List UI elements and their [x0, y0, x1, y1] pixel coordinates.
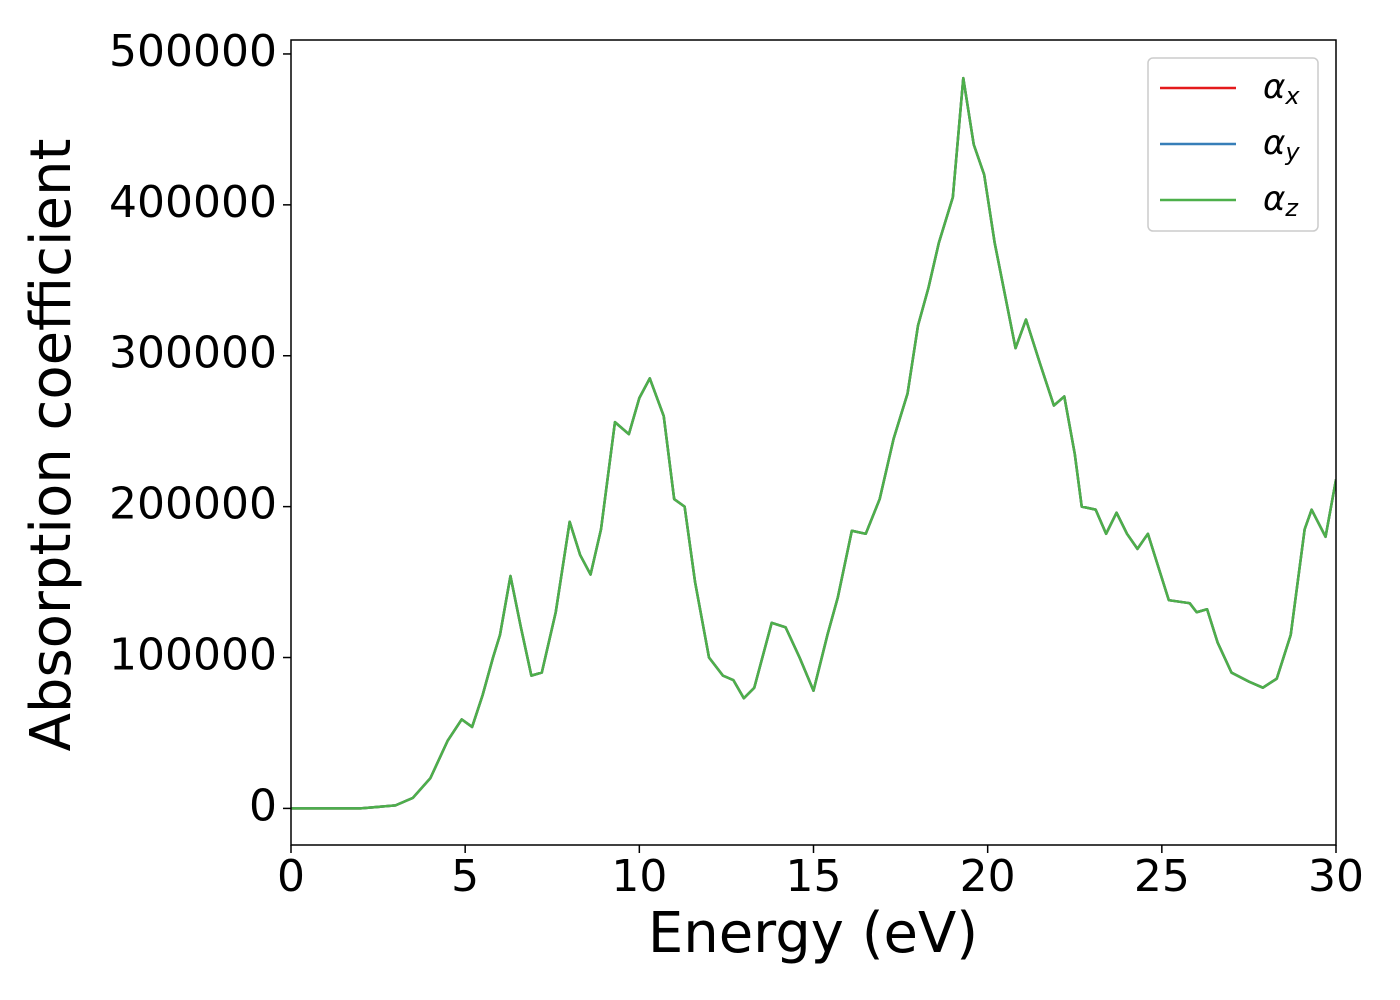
- data-line: [291, 76, 1336, 810]
- y-tick-label: 400000: [109, 177, 277, 228]
- y-axis-label: Absorption coefficient: [19, 139, 84, 752]
- y-tick-label: 200000: [109, 479, 277, 530]
- y-tick-label: 0: [249, 780, 277, 831]
- x-tick-label: 30: [1308, 851, 1364, 902]
- x-axis-label: Energy (eV): [648, 901, 978, 966]
- x-tick-label: 10: [611, 851, 667, 902]
- x-tick-label: 15: [786, 851, 842, 902]
- legend-label: αy: [1263, 123, 1300, 167]
- x-tick-label: 20: [960, 851, 1016, 902]
- x-tick-label: 25: [1134, 851, 1190, 902]
- x-tick-label: 5: [451, 851, 479, 902]
- x-tick-label: 0: [277, 851, 305, 902]
- y-tick-label: 500000: [109, 26, 277, 77]
- legend-label: αz: [1263, 179, 1299, 223]
- legend-label: αx: [1263, 67, 1300, 111]
- y-tick-label: 100000: [109, 630, 277, 681]
- y-tick-label: 300000: [109, 328, 277, 379]
- plot-frame: [290, 39, 1337, 846]
- plot-lines: [291, 76, 1336, 810]
